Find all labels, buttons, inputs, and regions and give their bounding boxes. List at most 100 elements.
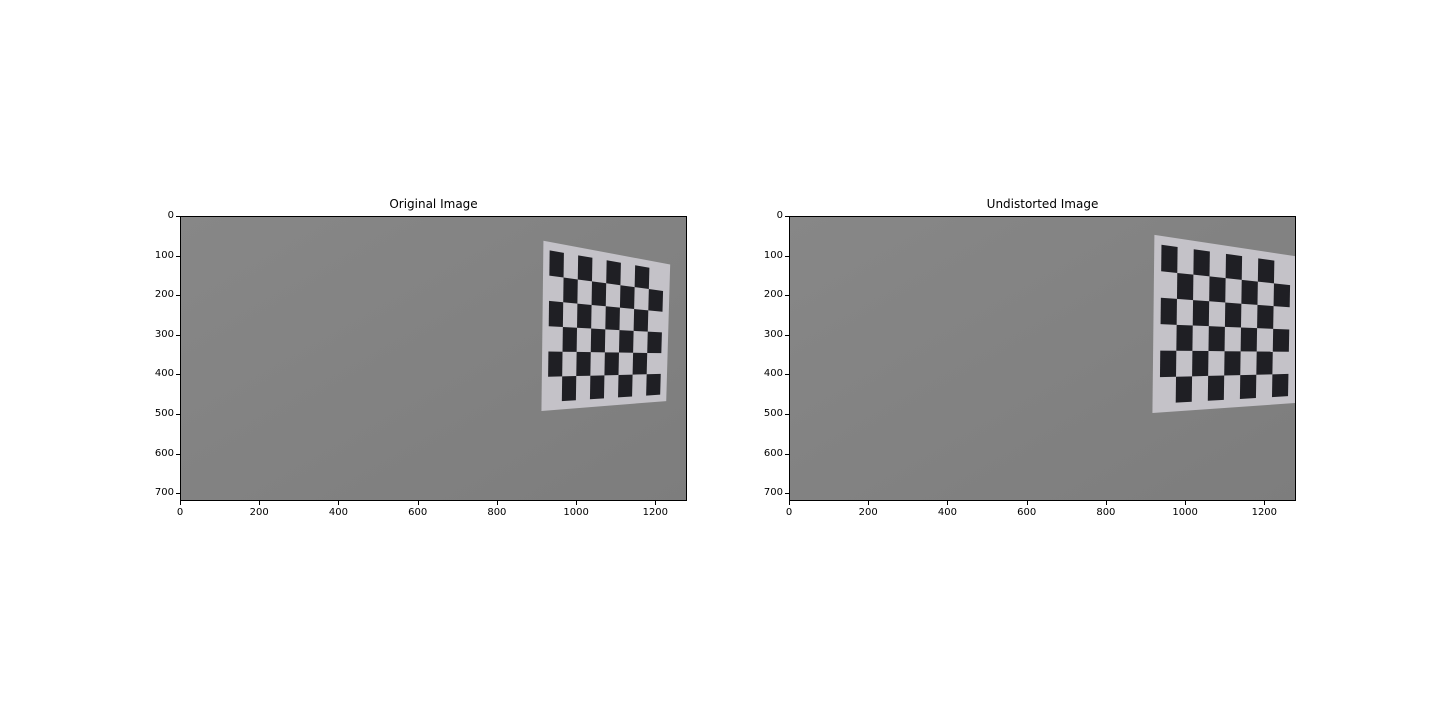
checker-square	[1224, 302, 1242, 328]
y-tick-label: 400	[154, 368, 174, 380]
x-tick-label: 600	[408, 507, 428, 518]
checker-square	[1272, 328, 1290, 352]
x-tick-label: 1000	[1172, 507, 1198, 518]
y-tick-label: 100	[154, 249, 174, 261]
x-tick-mark	[655, 501, 657, 505]
checker-square	[634, 265, 650, 290]
checker-square	[605, 306, 620, 331]
y-tick-label: 300	[154, 328, 174, 340]
y-tick-mark	[785, 493, 789, 495]
x-tick-mark	[947, 501, 949, 505]
y-tick-label: 0	[167, 210, 174, 221]
x-tick-label: 800	[1096, 507, 1116, 518]
checker-square	[619, 285, 635, 310]
checker-square	[647, 331, 662, 354]
image-axes	[789, 216, 1296, 501]
x-tick-label: 1200	[642, 507, 669, 518]
x-tick-label: 800	[487, 507, 507, 518]
x-tick-mark	[180, 501, 181, 505]
x-tick-label: 400	[328, 507, 348, 518]
checker-square	[1207, 375, 1225, 401]
y-tick-mark	[176, 453, 180, 455]
x-tick-mark	[789, 501, 790, 505]
y-tick-mark	[176, 493, 180, 495]
checker-square	[563, 277, 578, 304]
checker-square	[589, 375, 605, 400]
checker-square	[646, 373, 661, 396]
x-tick-label: 0	[785, 507, 793, 518]
y-tick-mark	[176, 334, 180, 336]
y-tick-mark	[176, 374, 180, 376]
checker-square	[1225, 253, 1243, 280]
checker-square	[1193, 249, 1210, 277]
original-image-panel: Original Image 0 100 200 300 400 500 600 700 0 20…	[155, 197, 687, 518]
checker-square	[1208, 326, 1225, 352]
checker-square	[1176, 324, 1193, 351]
y-tick-mark	[785, 216, 789, 217]
checker-square	[577, 255, 593, 282]
checker-square	[632, 352, 648, 375]
x-tick-mark	[338, 501, 340, 505]
y-tick-mark	[176, 413, 180, 415]
x-tick-mark	[259, 501, 261, 505]
x-tick-mark	[1185, 501, 1187, 505]
y-tick-mark	[785, 453, 789, 455]
y-tick-mark	[785, 413, 789, 415]
checker-square	[576, 351, 591, 377]
x-tick-mark	[1026, 501, 1028, 505]
checker-square	[1192, 300, 1210, 327]
checker-square	[1256, 351, 1273, 375]
checker-square	[1273, 283, 1291, 308]
checker-square	[648, 289, 664, 312]
y-tick-label: 200	[763, 289, 783, 301]
checker-square	[549, 250, 564, 278]
y-tick-mark	[785, 374, 789, 376]
x-tick-label: 0	[176, 507, 184, 518]
checker-square	[1257, 304, 1274, 329]
x-tick-label: 1200	[1251, 507, 1278, 518]
y-tick-mark	[176, 255, 180, 257]
checker-square	[1240, 327, 1258, 352]
y-tick-label: 0	[776, 210, 783, 221]
checker-square	[590, 328, 606, 353]
checker-square	[577, 303, 592, 329]
x-tick-mark	[576, 501, 578, 505]
checker-square	[1159, 350, 1177, 378]
checker-square	[1271, 373, 1289, 398]
panel-title: Original Image	[389, 197, 478, 211]
x-tick-mark	[1105, 501, 1107, 505]
y-tick-mark	[785, 295, 789, 297]
y-tick-mark	[785, 255, 789, 257]
checker-square	[562, 326, 578, 352]
undistorted-image-panel: Undistorted Image 0 100 200 300 400 500 600 700…	[764, 197, 1296, 518]
y-tick-label: 700	[154, 487, 174, 499]
x-tick-label: 200	[249, 507, 269, 518]
checker-square	[548, 300, 564, 327]
checker-square	[633, 309, 649, 332]
checker-square	[1192, 350, 1209, 377]
x-tick-mark	[417, 501, 419, 505]
checker-square	[604, 352, 619, 376]
x-tick-mark	[868, 501, 870, 505]
y-tick-label: 700	[763, 487, 783, 499]
y-tick-label: 100	[763, 249, 783, 261]
checker-square	[1239, 374, 1257, 399]
checker-square	[606, 260, 621, 286]
checker-square	[1209, 276, 1226, 303]
checker-square	[618, 330, 634, 353]
photo	[790, 217, 1295, 500]
checker-square	[548, 351, 563, 377]
x-tick-label: 400	[937, 507, 957, 518]
checker-square	[1175, 376, 1193, 403]
y-tick-label: 300	[763, 328, 783, 340]
checker-square	[1160, 297, 1177, 325]
x-tick-label: 600	[1017, 507, 1037, 518]
y-tick-mark	[176, 295, 180, 297]
checker-square	[1224, 351, 1241, 376]
y-tick-label: 200	[154, 289, 174, 301]
x-tick-label: 1000	[563, 507, 589, 518]
checker-square	[1257, 258, 1275, 284]
panel-title: Undistorted Image	[986, 197, 1099, 211]
y-tick-label: 500	[154, 407, 174, 419]
x-tick-mark	[1264, 501, 1266, 505]
